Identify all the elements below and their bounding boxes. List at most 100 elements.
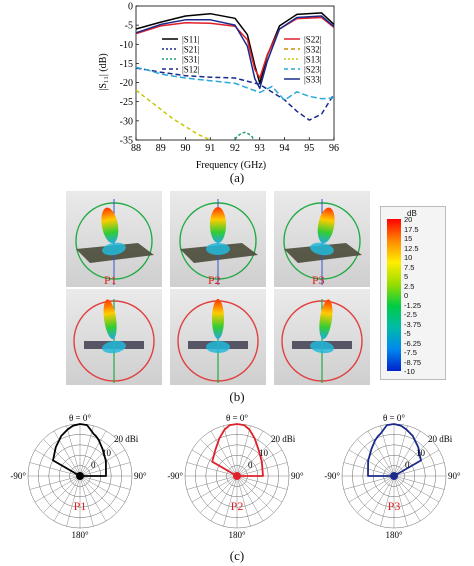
polar-spoke (393, 475, 445, 490)
radial-label-0: 0 (91, 460, 96, 470)
angle-label-left: -90° (324, 471, 340, 481)
y-tick-label: -25 (120, 97, 133, 108)
polar-spoke (79, 475, 126, 503)
polar-spoke (191, 475, 238, 503)
y-tick-label: -35 (120, 136, 133, 147)
series-line-s31 (234, 131, 255, 140)
legend-label: |S21| (182, 45, 200, 55)
angle-label-right: 90° (448, 471, 461, 481)
x-axis-label: Frequency (GHz) (196, 160, 266, 170)
colorbar-tick-label: 5 (404, 272, 409, 281)
polar-spoke (53, 475, 81, 522)
polar-spoke (393, 430, 421, 477)
polar-spoke (223, 475, 238, 527)
polar-pattern-p2 (211, 423, 264, 477)
radial-label-10: 10 (416, 448, 426, 458)
angle-label-top: θ = 0° (383, 413, 405, 423)
polar-spoke (223, 425, 238, 477)
series-line-s33 (135, 15, 335, 90)
angle-label-bottom: 180° (71, 530, 89, 540)
polar-spoke (186, 462, 238, 477)
polar-panel-label: P3 (388, 499, 401, 513)
polar-spoke (210, 430, 238, 477)
colorbar-tick-label: -1.25 (404, 300, 422, 310)
x-tick-label: 89 (156, 143, 166, 154)
polar-spoke (236, 425, 251, 477)
polar-spoke (66, 475, 81, 527)
colorbar-tick-label: -5 (404, 329, 411, 338)
polar-spoke (393, 475, 408, 527)
x-tick-label: 95 (304, 143, 314, 154)
polar-spoke (236, 430, 264, 477)
radiation-3d-panel: P1 P2 P3 (66, 191, 370, 387)
polar-spoke (236, 475, 251, 527)
angle-label-left: -90° (10, 471, 26, 481)
polar-spoke (393, 475, 421, 522)
angle-label-left: -90° (167, 471, 183, 481)
colorbar-tick-label: 15 (404, 234, 413, 243)
polar-spoke (29, 475, 81, 490)
radial-label-20dbi: 20 dBi (114, 434, 139, 444)
polar-spoke (79, 439, 117, 477)
polar-spoke (236, 475, 274, 513)
legend-label: |S33| (304, 75, 322, 85)
radial-label-20dbi: 20 dBi (428, 434, 453, 444)
polar-spoke (79, 430, 107, 477)
angle-label-top: θ = 0° (226, 413, 248, 423)
polar-spoke (200, 439, 238, 477)
panel-label-p1: P1 (104, 273, 117, 287)
polar-spoke (79, 475, 131, 490)
colorbar-gradient (387, 219, 401, 371)
radial-label-20dbi: 20 dBi (271, 434, 296, 444)
polar-spoke (367, 430, 395, 477)
polar-spoke (236, 439, 274, 477)
y-tick-label: -20 (120, 78, 133, 89)
series-line-s11 (135, 12, 335, 85)
polar-spoke (43, 439, 81, 477)
polar-spoke (393, 475, 431, 513)
polar-spoke (236, 475, 283, 503)
polar-spoke (348, 449, 395, 477)
polar-spoke (79, 475, 94, 527)
polar-spoke (393, 439, 431, 477)
legend-label: |S13| (304, 55, 322, 65)
angle-label-right: 90° (291, 471, 304, 481)
polar-spoke (79, 475, 107, 522)
legend-label: |S32| (304, 45, 322, 55)
y-tick-label: -10 (120, 40, 133, 51)
polar-pattern-p3 (367, 423, 422, 477)
colorbar-tick-label: 10 (404, 253, 413, 262)
polar-spoke (380, 475, 395, 527)
colorbar-tick-label: -8.75 (404, 357, 422, 367)
series-line-s12 (135, 67, 335, 121)
colorbar-tick-label: 20 (404, 215, 413, 224)
polar-spoke (210, 475, 238, 522)
radial-label-0: 0 (405, 460, 410, 470)
polar-spoke (186, 475, 238, 490)
series-line-s23 (135, 66, 335, 101)
legend-label: |S12| (182, 65, 200, 75)
y-tick-label: 0 (128, 2, 133, 13)
polar-spoke (43, 475, 81, 513)
legend-label: |S31| (182, 55, 200, 65)
colorbar-tick-label: -7.5 (404, 348, 417, 357)
colorbar: dB 20 17.5 15 12.5 10 7.5 5 2.5 0 -1.25 -2.5 -3.75-… (380, 206, 446, 380)
polar-spoke (393, 475, 440, 503)
colorbar-tick-label: -6.25 (404, 338, 422, 348)
series-line-s22 (135, 16, 335, 79)
series-line-s13 (135, 89, 211, 141)
polar-spoke (29, 462, 81, 477)
legend-label: |S22| (304, 35, 322, 45)
polar-spoke (79, 475, 117, 513)
angle-label-right: 90° (134, 471, 147, 481)
polar-spoke (79, 425, 94, 477)
x-tick-label: 90 (181, 143, 191, 154)
colorbar-tick-label: -3.75 (404, 319, 422, 329)
colorbar-tick-label: -2.5 (404, 310, 417, 319)
x-tick-label: 92 (230, 143, 240, 154)
polar-spoke (53, 430, 81, 477)
colorbar-title: dB (407, 209, 417, 218)
